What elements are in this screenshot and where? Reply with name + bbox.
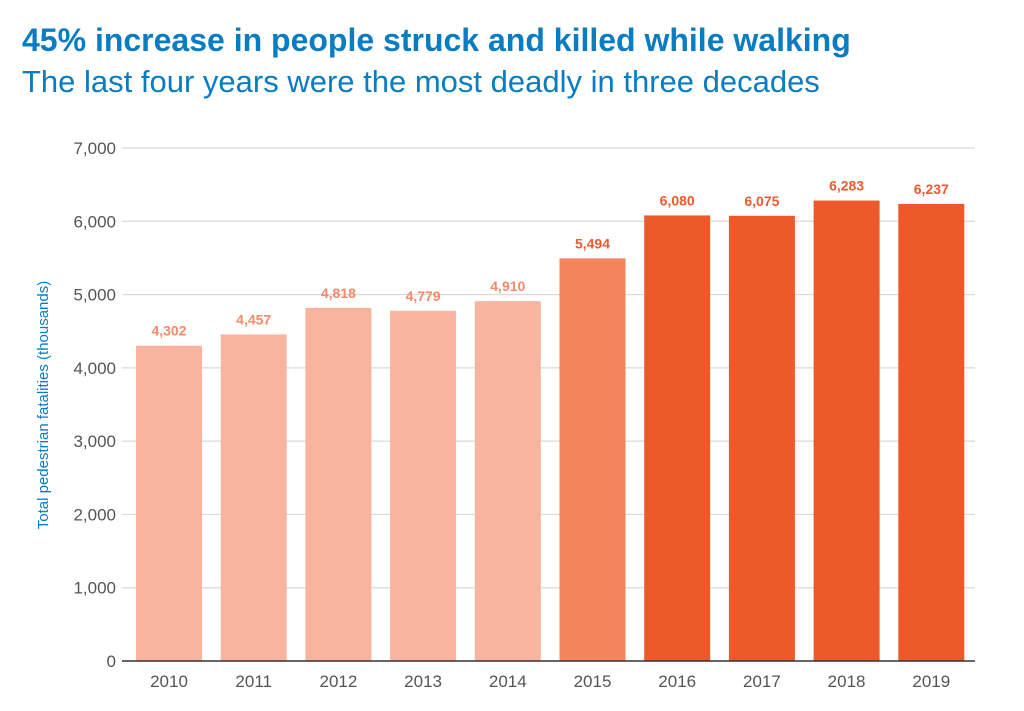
data-label: 6,075 (744, 193, 779, 209)
x-tick-label: 2019 (912, 672, 950, 691)
y-tick-label: 6,000 (73, 212, 116, 231)
bar-2012 (305, 307, 372, 661)
bar-2011 (220, 334, 287, 661)
x-tick-label: 2013 (404, 672, 442, 691)
chart-subtitle: The last four years were the most deadly… (22, 64, 820, 99)
y-tick-label: 2,000 (73, 505, 116, 524)
x-tick-label: 2016 (658, 672, 696, 691)
data-label: 4,910 (490, 278, 525, 294)
x-tick-label: 2010 (150, 672, 188, 691)
x-tick-label: 2011 (235, 672, 272, 691)
x-tick-label: 2014 (489, 672, 527, 691)
y-tick-label: 0 (107, 652, 116, 671)
bar-2017 (728, 215, 795, 661)
y-tick-label: 4,000 (73, 359, 116, 378)
data-label: 4,302 (151, 323, 186, 339)
y-axis-label: Total pedestrian fatalities (thousands) (35, 281, 52, 529)
bar-2013 (390, 310, 457, 661)
chart-title: 45% increase in people struck and killed… (22, 22, 851, 58)
x-tick-label: 2018 (828, 672, 866, 691)
y-tick-label: 7,000 (73, 139, 116, 158)
y-tick-label: 1,000 (73, 579, 116, 598)
data-label: 6,080 (660, 192, 695, 208)
bar-2018 (813, 200, 880, 662)
bar-2014 (474, 301, 541, 661)
bar-2015 (559, 258, 626, 661)
data-label: 4,457 (236, 311, 271, 327)
data-label: 4,779 (406, 288, 441, 304)
data-label: 6,283 (829, 178, 864, 194)
bar-2010 (136, 345, 202, 661)
x-tick-label: 2015 (574, 672, 612, 691)
x-tick-label: 2012 (319, 672, 357, 691)
data-label: 5,494 (575, 235, 610, 251)
y-tick-label: 3,000 (73, 432, 116, 451)
y-tick-label: 5,000 (73, 286, 116, 305)
data-label: 4,818 (321, 285, 356, 301)
bar-2019 (898, 203, 965, 662)
data-label: 6,237 (914, 181, 949, 197)
x-tick-label: 2017 (743, 672, 781, 691)
bar-2016 (644, 215, 711, 661)
